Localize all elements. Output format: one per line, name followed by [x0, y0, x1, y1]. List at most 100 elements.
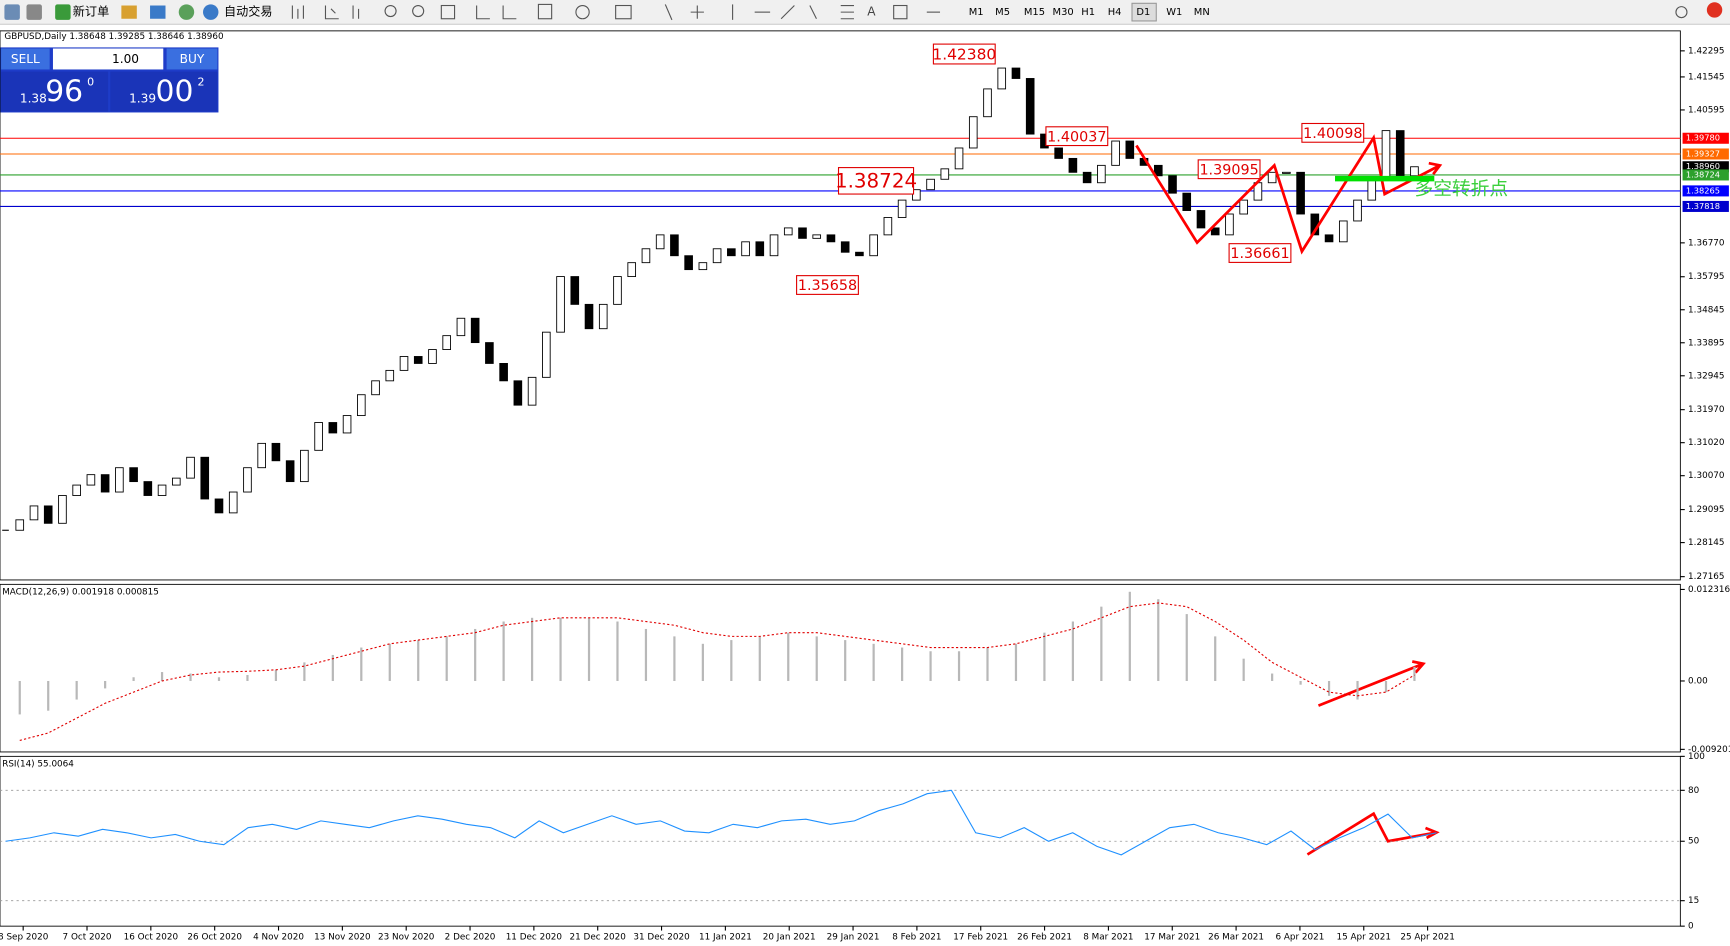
macd-bar	[1100, 606, 1103, 681]
x-tick-label: 23 Nov 2020	[378, 933, 435, 943]
macd-bar	[1043, 632, 1046, 681]
pivot-annotation: 多空转折点	[1414, 179, 1508, 200]
y-tick-label: 1.29095	[1688, 505, 1724, 515]
candle	[954, 147, 964, 170]
bid-sup: 0	[87, 76, 94, 89]
timeframe-button[interactable]: M30	[1053, 7, 1074, 18]
y-tick-label: 0.012316	[1688, 585, 1730, 595]
bid-box[interactable]	[1, 71, 109, 112]
notification-badge[interactable]	[1706, 2, 1723, 18]
level-label: 1.38960	[1686, 161, 1720, 171]
macd-bar	[787, 632, 790, 681]
timeframe-button[interactable]: D1	[1136, 7, 1150, 18]
timeframe-button[interactable]: H4	[1108, 7, 1122, 18]
candle	[100, 474, 110, 493]
macd-arrow	[1317, 660, 1426, 707]
candle	[1338, 220, 1348, 243]
candle	[171, 477, 181, 486]
x-tick-label: 17 Mar 2021	[1144, 933, 1200, 943]
candle	[584, 303, 594, 330]
candle	[58, 495, 67, 524]
buy-button[interactable]	[166, 48, 218, 70]
y-tick-label: 0	[1688, 922, 1694, 932]
y-tick-label: 1.31970	[1688, 405, 1725, 415]
toolbar	[0, 0, 1730, 25]
ask-main: 00	[156, 74, 194, 109]
y-tick-label: 1.30070	[1688, 471, 1725, 481]
candle	[385, 369, 395, 382]
lot-field[interactable]	[52, 48, 164, 70]
new-order-button[interactable]: 新订单	[73, 4, 109, 19]
candle	[513, 380, 523, 406]
chart-area	[0, 26, 1730, 946]
candle	[912, 189, 921, 201]
candle	[428, 349, 437, 364]
macd-bar	[1185, 614, 1188, 681]
ask-sup: 2	[197, 76, 204, 89]
price-annotation: 1.36661	[1230, 246, 1289, 262]
x-tick-label: 2 Dec 2020	[445, 933, 496, 943]
rsi-label: RSI(14) 55.0064	[2, 760, 74, 770]
candle	[1381, 130, 1391, 180]
timeframe-button[interactable]: M1	[969, 7, 984, 18]
candle	[29, 505, 39, 521]
macd-bar	[986, 647, 989, 681]
candle	[1353, 199, 1362, 222]
candle	[43, 505, 53, 524]
timeframe-button[interactable]: MN	[1194, 7, 1210, 18]
candle	[143, 481, 153, 496]
timeframe-button[interactable]: M5	[995, 7, 1010, 18]
macd-bar	[132, 677, 135, 681]
macd-bar	[502, 621, 505, 681]
candle	[1111, 140, 1120, 166]
candle	[783, 227, 793, 236]
candle	[1210, 227, 1220, 236]
price-annotation: 1.40037	[1047, 129, 1106, 145]
candle	[527, 376, 537, 406]
candle	[1367, 178, 1377, 201]
price-annotation-box	[932, 43, 996, 65]
candle	[342, 415, 352, 434]
macd-bar	[303, 662, 306, 681]
ask-box[interactable]	[110, 71, 218, 112]
macd-bar	[1384, 680, 1388, 693]
candle	[1025, 78, 1035, 135]
level-tag	[1682, 200, 1729, 212]
candle	[926, 178, 935, 191]
y-tick-label: 1.40595	[1688, 105, 1724, 115]
candle	[1282, 171, 1291, 174]
auto-trading-button[interactable]: 自动交易	[224, 4, 273, 19]
macd-bar	[1413, 666, 1416, 681]
price-annotation-box	[837, 167, 915, 195]
macd-bar	[104, 680, 107, 689]
candle	[129, 467, 138, 483]
x-tick-label: 26 Mar 2021	[1208, 933, 1264, 943]
level-tag	[1682, 185, 1729, 197]
candle	[257, 442, 266, 469]
x-tick-label: 13 Nov 2020	[314, 933, 371, 943]
lot-value[interactable]: 1.00	[112, 52, 139, 66]
buy-label[interactable]: BUY	[180, 52, 205, 66]
candle	[371, 380, 380, 396]
macd-bar	[530, 617, 534, 681]
macd-bar	[1271, 673, 1274, 681]
y-tick-label: 1.36770	[1688, 238, 1725, 248]
candle	[442, 335, 452, 350]
macd-bar	[1128, 591, 1131, 681]
candle	[869, 234, 878, 257]
timeframe-button[interactable]: M15	[1024, 7, 1045, 18]
sell-label[interactable]: SELL	[11, 52, 40, 66]
candle	[399, 356, 409, 371]
price-annotation: 1.39095	[1199, 162, 1258, 178]
x-tick-label: 26 Feb 2021	[1017, 933, 1072, 943]
timeframe-button[interactable]: W1	[1166, 7, 1182, 18]
price-annotation: 1.35658	[798, 278, 857, 294]
candle	[1082, 171, 1092, 184]
timeframe-button[interactable]: H1	[1081, 7, 1095, 18]
macd-bar	[701, 643, 704, 681]
level-label: 1.38265	[1686, 185, 1720, 195]
candle	[968, 116, 978, 149]
candle	[186, 456, 195, 479]
sell-button[interactable]	[1, 48, 50, 70]
